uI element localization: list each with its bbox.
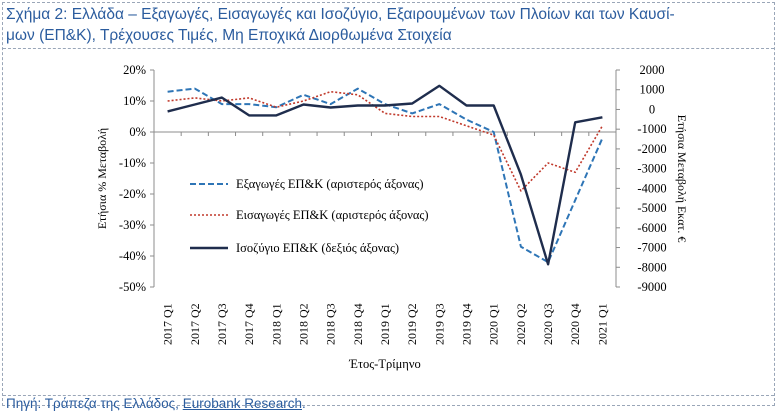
x-tick-label: 2018 Q3 [324, 303, 338, 345]
right-tick-label: -7000 [637, 241, 666, 255]
x-tick-label: 2019 Q1 [378, 303, 392, 345]
right-tick-label: 1000 [640, 83, 665, 97]
x-tick-label: 2017 Q3 [215, 303, 229, 345]
legend-label-3: Ισοζύγιο ΕΠ&Κ (δεξιός άξονας) [236, 241, 399, 255]
left-tick-label: 10% [123, 94, 146, 108]
series-line-1 [167, 87, 604, 264]
left-tick-label: -10% [119, 156, 146, 170]
x-axis-title: Έτος-Τρίμηνο [348, 357, 420, 371]
series-line-3 [167, 84, 603, 266]
x-tick-label: 2020 Q1 [487, 303, 501, 345]
figure-title-line-1: Σχήμα 2: Ελλάδα – Εξαγωγές, Εισαγωγές κα… [6, 6, 675, 23]
right-tick-label: -1000 [637, 122, 666, 136]
x-tick-label: 2020 Q4 [568, 303, 582, 345]
right-tick-label: -4000 [637, 181, 666, 195]
figure-title: Σχήμα 2: Ελλάδα – Εξαγωγές, Εισαγωγές κα… [6, 4, 771, 46]
figure-title-line-2: μων (ΕΠ&Κ), Τρέχουσες Τιμές, Μη Εποχικά … [6, 27, 452, 44]
right-tick-label: -2000 [637, 142, 666, 156]
right-tick-label: -5000 [637, 201, 666, 215]
source-prefix: Πηγή: Τράπεζα της Ελλάδος, [6, 396, 183, 411]
x-tick-label: 2018 Q2 [296, 303, 310, 345]
legend-label-2: Εισαγωγές ΕΠ&Κ (αριστερός άξονας) [236, 208, 429, 222]
left-tick-label: -20% [119, 187, 146, 201]
left-tick-label: -40% [119, 249, 146, 263]
right-tick-label: -9000 [637, 280, 666, 294]
x-tick-label: 2019 Q3 [432, 303, 446, 345]
x-tick-label: 2017 Q1 [161, 303, 175, 345]
chart-area: 20% 10% 0% -10% -20% -30% -40% -50% 2000 1000 0 -10… [68, 52, 710, 382]
right-tick-label: 2000 [640, 63, 665, 77]
x-tick-label: 2020 Q2 [514, 303, 528, 345]
x-tick-label: 2017 Q2 [188, 303, 202, 345]
x-tick-label: 2018 Q1 [269, 303, 283, 345]
legend-label-1: Εξαγωγές ΕΠ&Κ (αριστερός άξονας) [236, 177, 424, 191]
x-tick-label: 2017 Q4 [242, 303, 256, 345]
left-tick-label: -30% [119, 218, 146, 232]
x-tick-label: 2019 Q4 [460, 303, 474, 345]
right-tick-label: 0 [649, 102, 655, 116]
right-tick-label: -3000 [637, 162, 666, 176]
title-divider [3, 48, 774, 49]
figure-frame [2, 2, 775, 406]
series-line-2 [167, 90, 604, 192]
line-chart: 20% 10% 0% -10% -20% -30% -40% -50% 2000 1000 0 -10… [95, 63, 689, 371]
x-tick-label: 2021 Q1 [595, 303, 609, 345]
left-tick-label: 0% [129, 125, 146, 139]
left-y-axis-title: Ετήσια % Μεταβολή [95, 128, 109, 229]
source-note: Πηγή: Τράπεζα της Ελλάδος, Eurobank Rese… [6, 396, 306, 411]
right-tick-label: -8000 [637, 260, 666, 274]
x-tick-label: 2020 Q3 [541, 303, 555, 345]
source-divider [3, 395, 774, 396]
right-y-axis-title: Ετήσια Μεταβολή Εκατ. € [675, 115, 689, 243]
left-tick-label: 20% [123, 63, 146, 77]
x-tick-label: 2019 Q2 [405, 303, 419, 345]
source-suffix: . [302, 396, 306, 411]
x-tick-label: 2018 Q4 [351, 303, 365, 345]
right-tick-label: -6000 [637, 221, 666, 235]
source-link[interactable]: Eurobank Research [182, 396, 303, 411]
left-tick-label: -50% [119, 280, 146, 294]
